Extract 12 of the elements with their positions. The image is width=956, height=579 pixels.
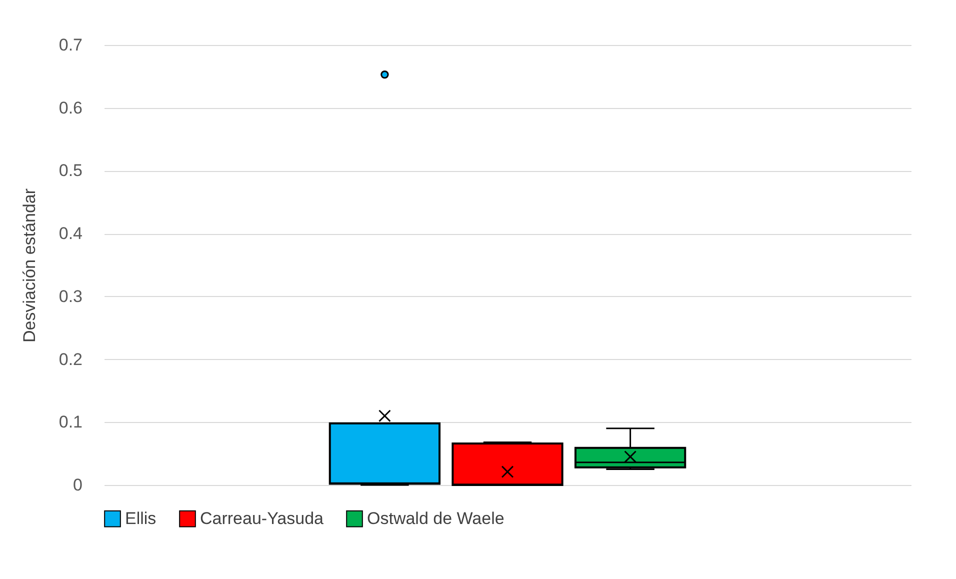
y-tick-label: 0.7 xyxy=(58,36,82,54)
y-tick-label: 0 xyxy=(73,476,82,494)
y-axis-title: Desviación estándar xyxy=(20,188,39,343)
y-tick-label: 0.5 xyxy=(58,161,82,180)
y-tick-label: 0.2 xyxy=(58,350,82,369)
y-tick-label: 0.1 xyxy=(58,412,82,432)
y-tick-label: 0.4 xyxy=(58,224,82,244)
legend-label: Ostwald de Waele xyxy=(367,508,504,528)
legend-label: Carreau-Yasuda xyxy=(200,508,324,528)
y-tick-label: 0.3 xyxy=(58,286,82,306)
legend-label: Ellis xyxy=(125,508,156,528)
y-tick-label: 0.6 xyxy=(58,98,82,118)
